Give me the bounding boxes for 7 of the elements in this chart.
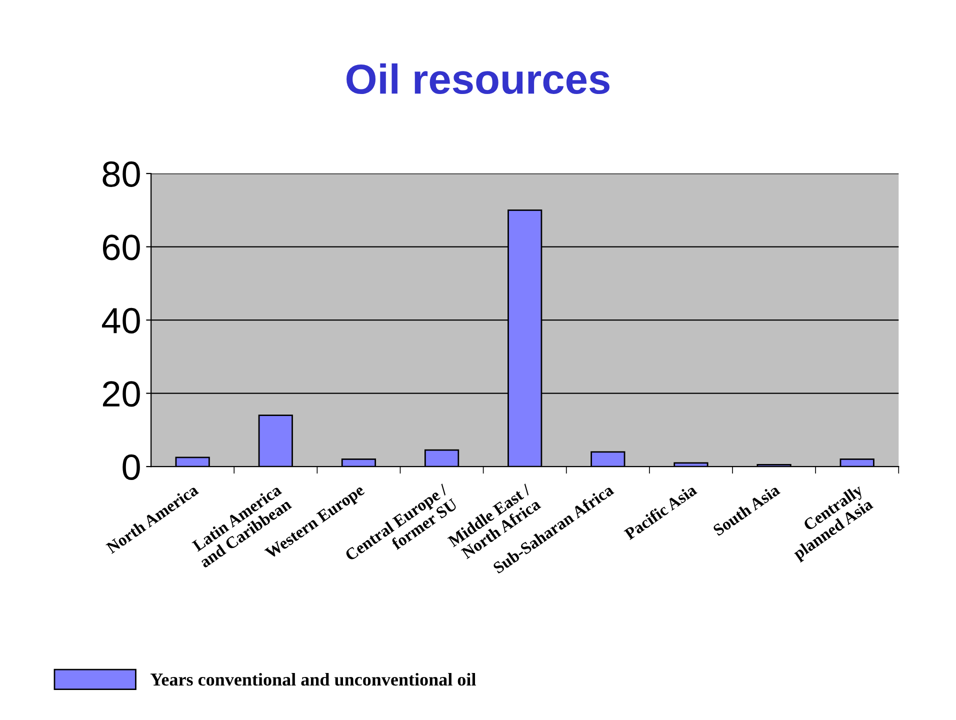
y-tick-label: 60 [102, 234, 140, 260]
y-tick-label: 20 [102, 381, 140, 407]
chart-title: Oil resources [346, 63, 610, 94]
legend-label: Years conventional and unconventional oil [150, 672, 476, 686]
y-tick-label: 40 [102, 308, 140, 334]
y-tick-label: 0 [122, 454, 140, 480]
y-tick-label: 80 [102, 161, 140, 187]
